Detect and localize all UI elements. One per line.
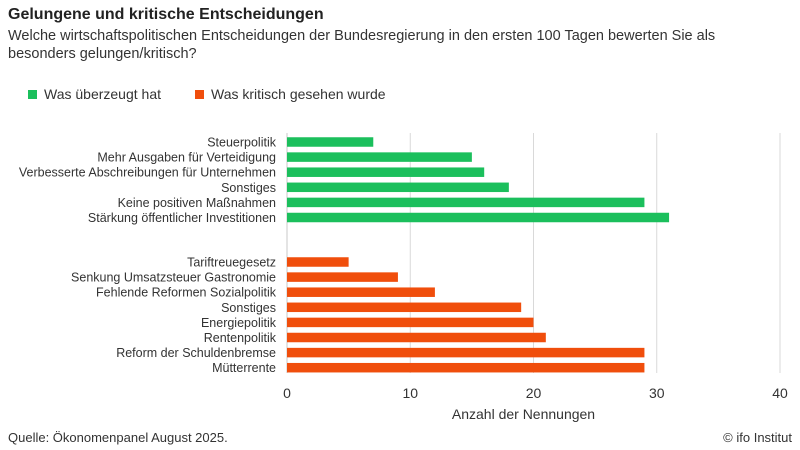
x-tick-label: 10 [402,385,418,401]
bar [287,302,522,313]
x-axis-title: Anzahl der Nennungen [452,406,595,422]
bar [287,182,509,193]
x-tick-label: 0 [283,385,291,401]
category-label: Reform der Schuldenbremse [116,346,276,360]
bar [287,257,349,267]
category-label: Energiepolitik [201,316,277,330]
x-tick-label: 40 [772,385,788,401]
legend-label-positive: Was überzeugt hat [44,86,161,102]
bar [287,212,670,223]
legend-swatch-critical [195,89,204,99]
x-tick-label: 20 [526,385,542,401]
category-label: Mütterrente [212,361,276,375]
bar [287,197,645,208]
category-label: Sonstiges [221,181,276,195]
category-label: Sonstiges [221,301,276,315]
copyright-note: © ifo Institut [723,430,792,445]
category-label: Verbesserte Abschreibungen für Unternehm… [19,166,276,180]
legend: Was überzeugt hat Was kritisch gesehen w… [28,86,420,102]
bar [287,137,374,147]
legend-item-positive: Was überzeugt hat [28,86,161,102]
bar [287,362,645,373]
bar [287,287,435,297]
bar [287,152,472,162]
legend-label-critical: Was kritisch gesehen wurde [211,86,386,102]
category-label: Stärkung öffentlicher Investitionen [88,211,276,225]
legend-swatch-positive [28,89,37,99]
bar [287,272,398,282]
category-label: Mehr Ausgaben für Verteidigung [97,151,276,165]
bar [287,347,645,358]
category-label: Tariftreuegesetz [187,256,276,270]
bar [287,332,546,343]
category-label: Keine positiven Maßnahmen [118,196,276,210]
chart-title: Gelungene und kritische Entscheidungen [8,6,324,23]
source-note: Quelle: Ökonomenpanel August 2025. [8,430,228,445]
legend-item-critical: Was kritisch gesehen wurde [195,86,386,102]
bar [287,317,534,328]
category-label: Senkung Umsatzsteuer Gastronomie [71,271,276,285]
bar [287,167,485,177]
category-label: Steuerpolitik [207,136,277,150]
category-label: Fehlende Reformen Sozialpolitik [96,286,277,300]
category-label: Rentenpolitik [204,331,277,345]
chart-subtitle: Welche wirtschaftspolitischen Entscheidu… [8,28,716,62]
x-tick-label: 30 [649,385,665,401]
